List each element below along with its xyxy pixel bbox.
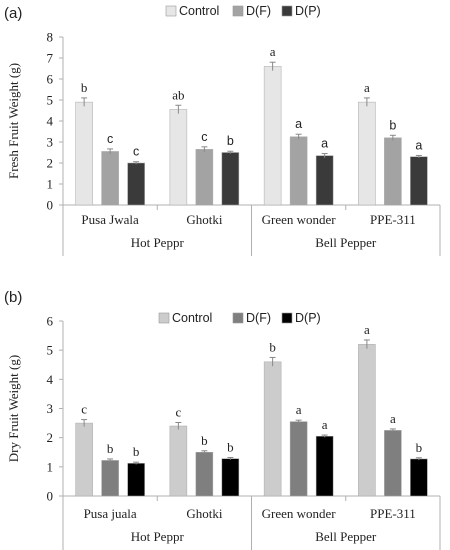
group-label: Bell Pepper xyxy=(315,235,377,250)
category-label: Pusa Jwala xyxy=(81,212,139,227)
y-tick-label: 2 xyxy=(47,430,54,445)
significance-letter: b xyxy=(416,440,423,455)
group-label: Hot Peppr xyxy=(131,529,185,544)
significance-letter: c xyxy=(133,145,139,159)
y-tick-label: 2 xyxy=(47,156,54,171)
y-tick-label: 4 xyxy=(47,372,54,387)
y-tick-label: 7 xyxy=(47,51,54,66)
category-label: Ghotki xyxy=(186,506,223,521)
panel-label: (a) xyxy=(4,5,22,22)
significance-letter: b xyxy=(269,339,276,354)
y-tick-label: 1 xyxy=(47,459,54,474)
legend-swatch xyxy=(158,312,170,324)
bar xyxy=(127,162,145,206)
bar xyxy=(263,66,282,206)
significance-letter: a xyxy=(295,117,302,131)
category-label: Green wonder xyxy=(262,506,337,521)
bar xyxy=(315,155,334,206)
y-axis-label: Fresh Fruit Weight (g) xyxy=(6,63,21,179)
y-tick-label: 6 xyxy=(47,72,54,87)
bar xyxy=(101,460,119,497)
bar xyxy=(358,344,376,497)
panel-b: (b) Control D(F) D(P) 0 1 2 3 4 5 6 Dry Fruit Weigh… xyxy=(4,289,441,550)
y-tick-label: 5 xyxy=(47,343,54,358)
bar xyxy=(384,137,402,206)
legend-swatch xyxy=(232,5,244,17)
significance-letter: c xyxy=(201,130,207,144)
significance-letter: a xyxy=(364,322,370,337)
significance-letter: a xyxy=(390,411,396,426)
y-axis-label: Dry Fruit Weight (g) xyxy=(6,355,21,462)
group-label: Hot Peppr xyxy=(131,235,185,250)
significance-letter: a xyxy=(415,138,422,152)
bar xyxy=(127,463,145,497)
significance-letter: b xyxy=(389,118,396,132)
legend-label: Control xyxy=(172,311,212,325)
bar xyxy=(75,422,93,497)
y-tick-label: 3 xyxy=(47,135,54,150)
y-tick-label: 3 xyxy=(47,401,54,416)
significance-letter: c xyxy=(175,405,181,420)
bar xyxy=(358,101,376,206)
legend-label: D(F) xyxy=(246,311,271,325)
significance-letter: b xyxy=(107,441,114,456)
category-label: PPE-311 xyxy=(370,506,416,521)
y-tick-label: 6 xyxy=(47,314,54,329)
bar xyxy=(75,101,93,206)
bar xyxy=(410,458,428,497)
significance-letter: c xyxy=(81,402,87,417)
significance-letter: b xyxy=(227,134,234,148)
legend-label: D(P) xyxy=(295,311,321,325)
significance-letter: c xyxy=(107,132,113,146)
legend-swatch xyxy=(165,5,177,17)
significance-letter: b xyxy=(201,433,208,448)
bar xyxy=(289,421,308,497)
bar xyxy=(315,435,334,497)
y-tick-label: 0 xyxy=(47,198,54,213)
bar xyxy=(195,452,214,497)
panel-a: (a) Control D(F) D(P) 0 1 2 3 4 5 6 7 8 Fresh Fruit W… xyxy=(4,4,441,256)
significance-letter: a xyxy=(322,417,328,432)
significance-letter: a xyxy=(270,44,276,59)
significance-letter: a xyxy=(321,137,328,151)
legend-swatch xyxy=(281,5,293,17)
bar xyxy=(289,136,308,206)
bar xyxy=(169,109,188,206)
bar xyxy=(221,152,240,206)
significance-letter: b xyxy=(81,80,88,95)
significance-letter: b xyxy=(133,444,140,459)
category-label: PPE-311 xyxy=(370,212,416,227)
bar xyxy=(384,430,402,497)
legend-label: Control xyxy=(179,4,219,18)
bar xyxy=(263,361,282,497)
bar xyxy=(169,425,188,497)
significance-letter: a xyxy=(364,80,370,95)
y-tick-label: 8 xyxy=(47,30,54,45)
category-label: Pusa juala xyxy=(84,506,137,521)
legend-swatch xyxy=(232,312,244,324)
y-tick-label: 0 xyxy=(47,489,54,504)
category-label: Green wonder xyxy=(262,212,337,227)
y-tick-label: 4 xyxy=(47,114,54,129)
legend-label: D(F) xyxy=(246,4,271,18)
group-label: Bell Pepper xyxy=(315,529,377,544)
panel-label: (b) xyxy=(4,289,22,306)
bar xyxy=(410,156,428,206)
significance-letter: a xyxy=(296,402,302,417)
legend-label: D(P) xyxy=(295,4,321,18)
legend-swatch xyxy=(281,312,293,324)
significance-letter: b xyxy=(227,440,234,455)
y-tick-label: 5 xyxy=(47,93,54,108)
bar xyxy=(101,151,119,206)
significance-letter: ab xyxy=(172,87,184,102)
bar xyxy=(195,149,214,206)
y-tick-label: 1 xyxy=(47,177,54,192)
category-label: Ghotki xyxy=(186,212,223,227)
bar xyxy=(221,458,240,497)
